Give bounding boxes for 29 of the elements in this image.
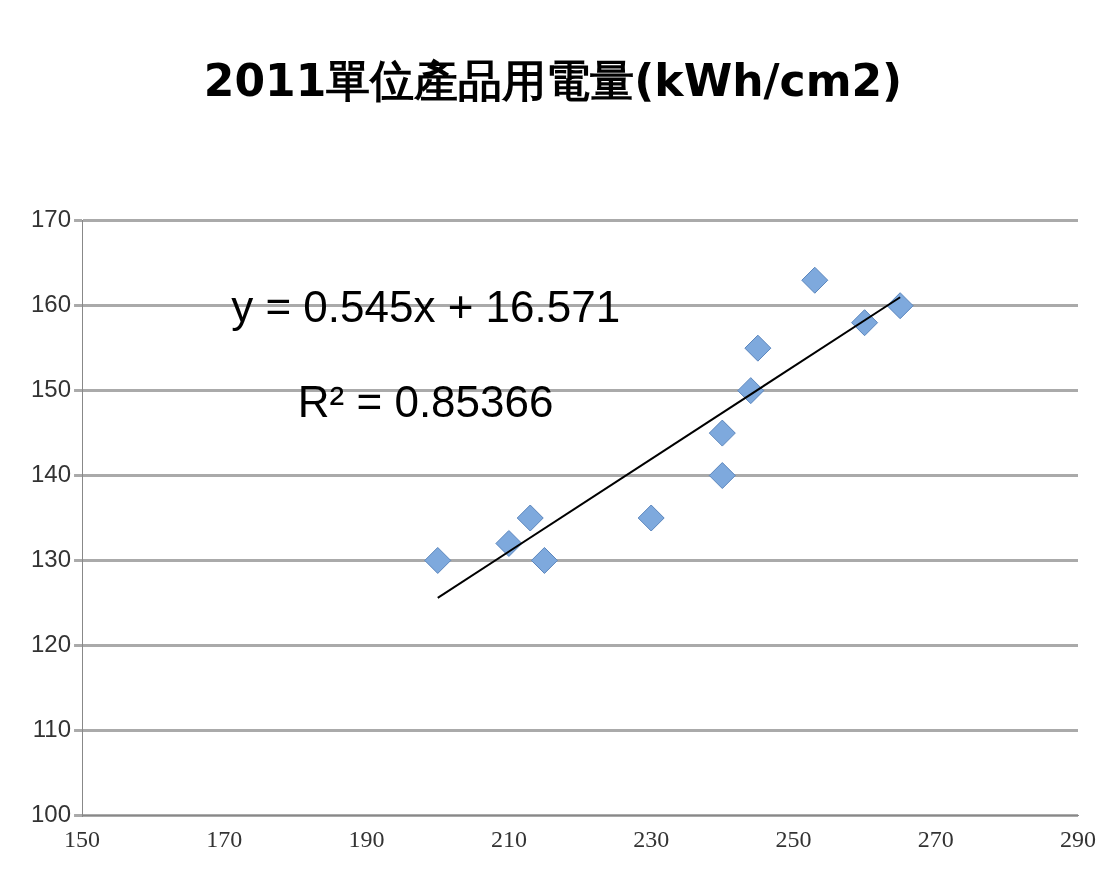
x-tick-label: 250: [775, 825, 812, 852]
point: [886, 292, 914, 320]
point: [530, 546, 558, 574]
x-tick-label: 150: [64, 825, 101, 852]
point: [708, 419, 736, 447]
y-tick-label: 110: [32, 714, 72, 742]
y-tick-label: 170: [31, 205, 72, 233]
x-tick-label: 230: [633, 825, 670, 852]
annotation: R² = 0.85366: [297, 377, 554, 427]
y-tick-label: 120: [31, 630, 72, 657]
x-tick-label: 290: [1060, 825, 1096, 852]
y-tick-label: 150: [31, 375, 72, 403]
x-tick-label: 170: [206, 825, 243, 852]
point: [744, 334, 772, 362]
annotation: y = 0.545x + 16.571: [231, 282, 621, 332]
y-tick-label: 140: [31, 460, 72, 488]
point: [424, 546, 452, 574]
point: [495, 529, 523, 557]
point: [516, 504, 544, 532]
point: [801, 266, 829, 294]
y-tick-label: 160: [31, 290, 72, 318]
y-tick-label: 130: [31, 545, 72, 573]
chart-title: 2011單位產品用電量(kWh/cm2): [203, 54, 903, 106]
y-tick-label: 100: [31, 799, 72, 827]
x-tick-label: 210: [490, 825, 527, 852]
point: [637, 504, 665, 532]
point: [708, 462, 736, 490]
x-tick-label: 270: [917, 825, 954, 852]
x-tick-label: 190: [348, 825, 385, 852]
